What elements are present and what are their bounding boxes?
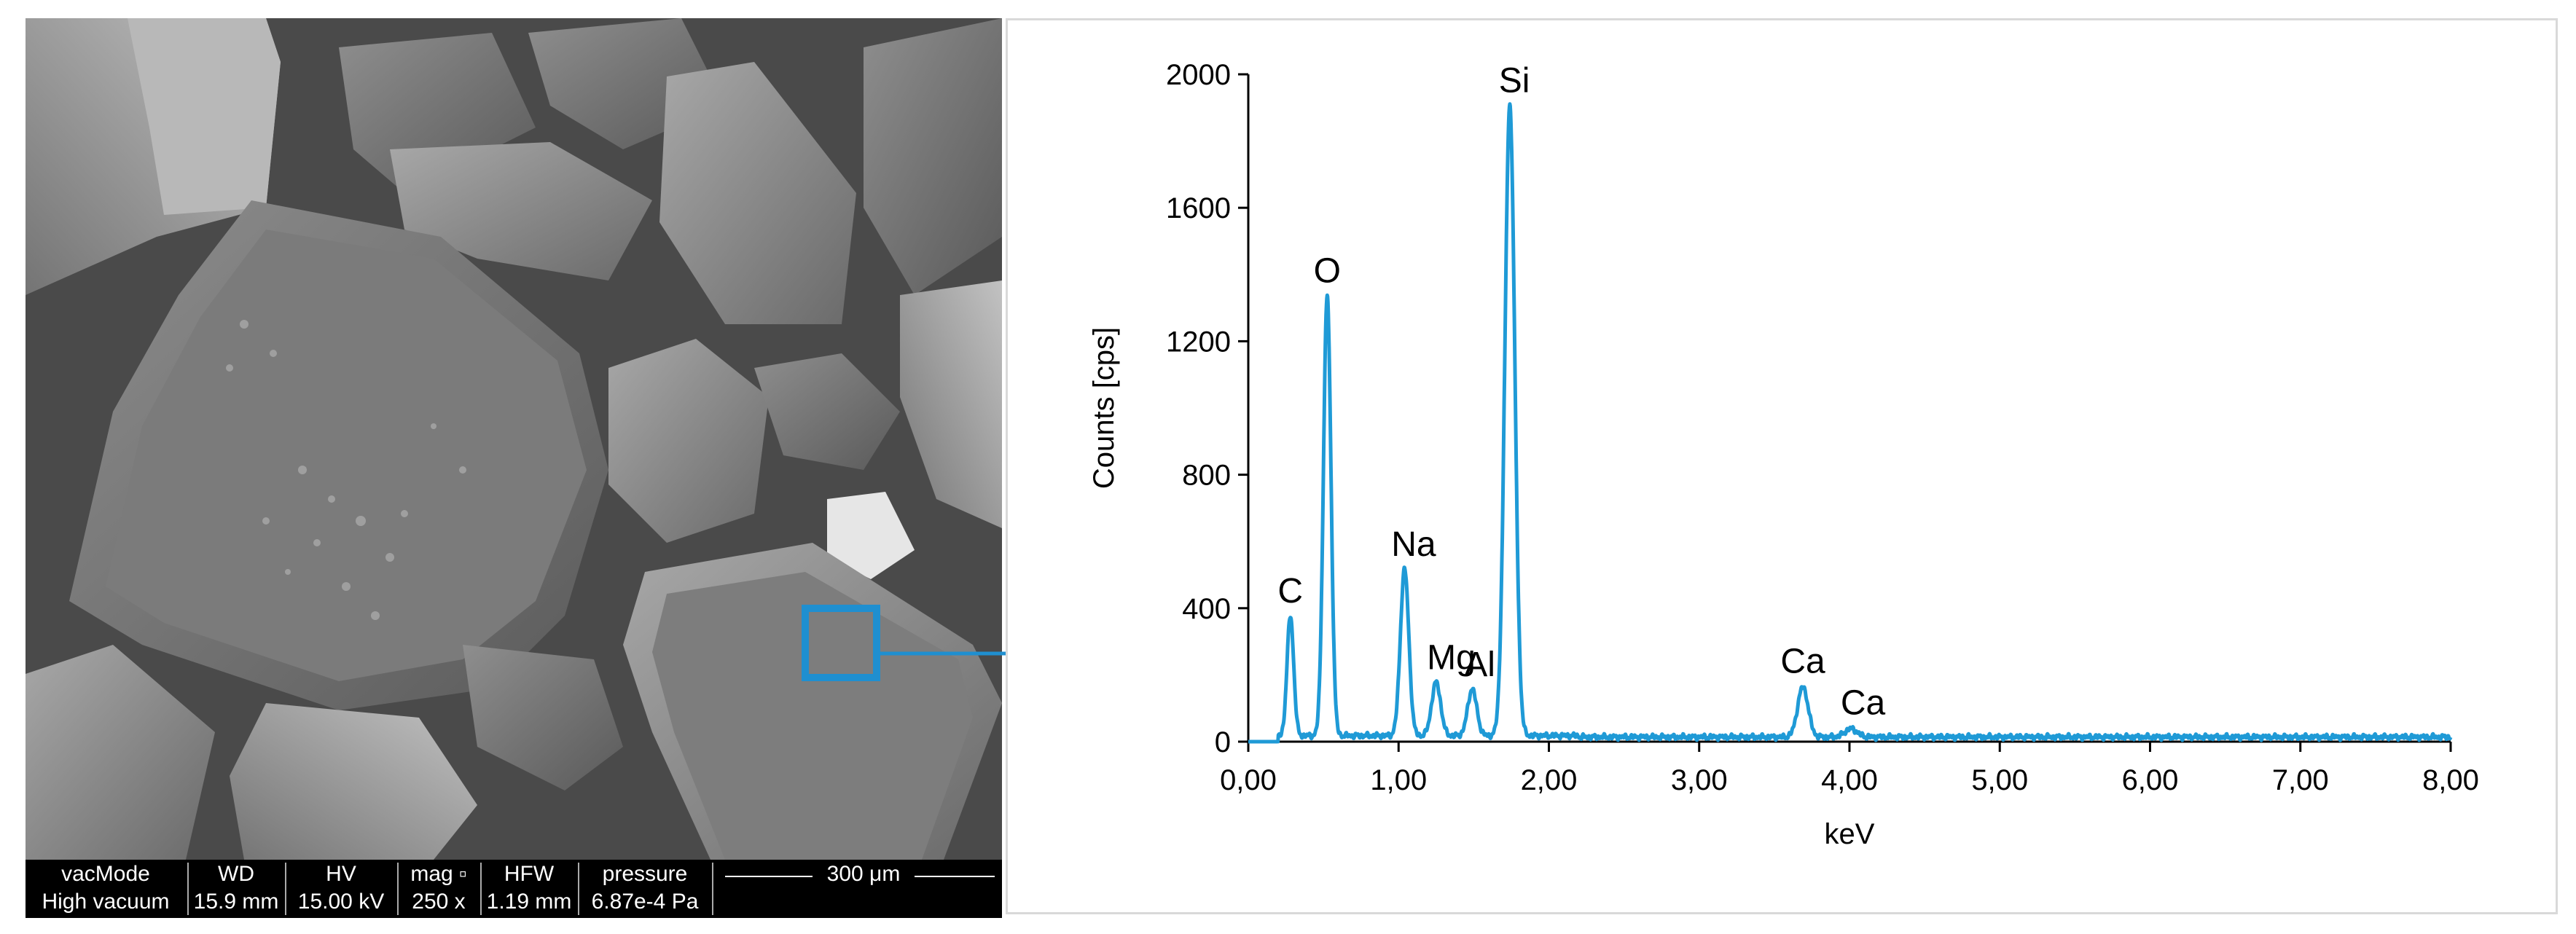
y-tick-label: 1200 <box>1166 326 1231 358</box>
sem-micrograph: vacMode High vacuum WD 15.9 mm HV 15.00 … <box>26 18 1002 918</box>
peak-label-o: O <box>1314 251 1341 290</box>
info-value-mag: 250 x <box>412 890 466 914</box>
eds-spectrum-chart: 0 400 800 1200 1600 2000 0,00 1,00 2,00 3,00 4,00… <box>1006 18 2558 914</box>
peak-label-na: Na <box>1391 525 1436 564</box>
y-axis-title: Counts [cps] <box>1088 327 1120 489</box>
particle-bright <box>827 492 915 579</box>
y-tick-label: 2000 <box>1166 59 1231 91</box>
info-divider <box>712 863 713 915</box>
x-tick-label: 0,00 <box>1220 764 1277 796</box>
y-tick-label: 0 <box>1215 726 1231 758</box>
particle <box>128 18 281 215</box>
scale-bar-line <box>915 876 995 877</box>
particle <box>390 142 652 280</box>
y-tick-label: 400 <box>1182 593 1231 625</box>
info-label-vacmode: vacMode <box>61 862 150 886</box>
info-divider <box>480 863 482 915</box>
peak-label-al: Al <box>1464 645 1495 684</box>
peak-label-ca: Ca <box>1780 642 1825 680</box>
x-axis-ticks: 0,00 1,00 2,00 3,00 4,00 5,00 6,00 7,00 8,00 <box>1220 742 2479 796</box>
sem-info-bar: vacMode High vacuum WD 15.9 mm HV 15.00 … <box>26 860 1002 918</box>
particle <box>900 280 1002 528</box>
sem-image <box>26 18 1002 860</box>
x-axis-title: keV <box>1825 818 1875 850</box>
info-label-wd: WD <box>218 862 254 886</box>
y-tick-label: 1600 <box>1166 192 1231 224</box>
info-value-vacmode: High vacuum <box>42 890 170 914</box>
x-tick-label: 4,00 <box>1821 764 1878 796</box>
x-tick-label: 2,00 <box>1521 764 1578 796</box>
y-axis-ticks: 0 400 800 1200 1600 2000 <box>1166 59 1248 758</box>
info-label-hv: HV <box>326 862 356 886</box>
x-tick-label: 3,00 <box>1671 764 1728 796</box>
x-tick-label: 8,00 <box>2422 764 2479 796</box>
info-divider <box>397 863 399 915</box>
particle-surface <box>106 229 587 681</box>
info-divider <box>187 863 189 915</box>
x-tick-label: 1,00 <box>1370 764 1427 796</box>
info-value-wd: 15.9 mm <box>193 890 279 914</box>
eds-sample-area <box>802 605 880 681</box>
peak-label-si: Si <box>1499 61 1530 100</box>
particle <box>463 645 623 790</box>
info-divider <box>285 863 286 915</box>
info-value-hfw: 1.19 mm <box>486 890 572 914</box>
x-tick-label: 6,00 <box>2122 764 2179 796</box>
info-label-mag: mag ▫ <box>410 862 467 886</box>
particle <box>608 339 769 543</box>
x-tick-label: 7,00 <box>2272 764 2329 796</box>
peak-label-mg: Mg <box>1427 639 1476 678</box>
info-label-pressure: pressure <box>602 862 688 886</box>
peak-label-ca: Ca <box>1841 684 1886 723</box>
y-tick-label: 800 <box>1182 460 1231 492</box>
particle <box>339 33 536 193</box>
particle <box>230 703 477 860</box>
particle <box>26 645 215 860</box>
scale-bar-label: 300 μm <box>826 862 901 886</box>
particle <box>754 353 900 470</box>
info-label-hfw: HFW <box>504 862 555 886</box>
info-value-pressure: 6.87e-4 Pa <box>591 890 699 914</box>
info-divider <box>578 863 579 915</box>
spectrum-line <box>1247 102 2453 744</box>
particle <box>864 18 1002 295</box>
particle-surface <box>652 572 973 860</box>
peak-label-c: C <box>1277 572 1303 611</box>
scale-bar-line <box>725 876 813 877</box>
chart-svg: 0 400 800 1200 1600 2000 0,00 1,00 2,00 3,00 4,00… <box>1088 59 2479 850</box>
particle <box>659 62 856 324</box>
info-value-hv: 15.00 kV <box>297 890 385 914</box>
x-tick-label: 5,00 <box>1971 764 2028 796</box>
